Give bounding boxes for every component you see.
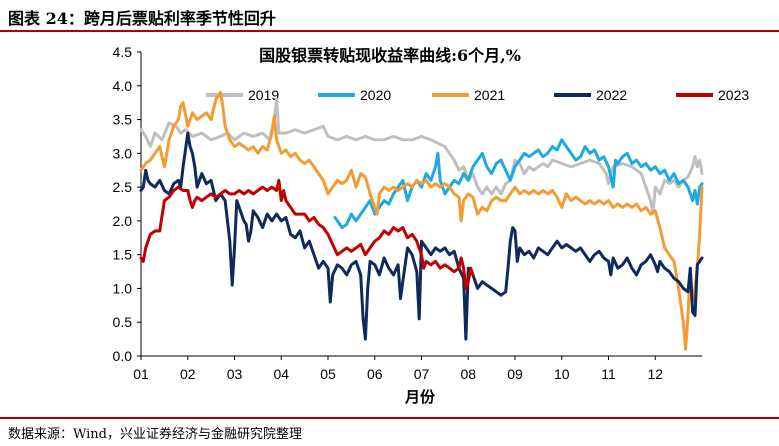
y-tick-label: 1.0 — [113, 280, 133, 296]
y-tick-label: 4.0 — [113, 78, 133, 94]
x-tick-label: 07 — [414, 366, 430, 382]
series-line-2022 — [139, 131, 704, 341]
y-tick-label: 1.5 — [113, 247, 133, 263]
x-tick-label: 12 — [647, 366, 663, 382]
figure-header: 图表 24：跨月后票贴利率季节性回升 — [0, 0, 779, 34]
x-tick-label: 08 — [460, 366, 476, 382]
series-line-2021 — [139, 91, 704, 351]
series-layer — [139, 91, 704, 351]
axes: 0.0 0.5 1.0 1.5 2.0 2.5 3.0 3.5 4.0 4.5 01 02 03 04 05… — [113, 44, 702, 382]
figure-source: 数据来源：Wind，兴业证券经济与金融研究院整理 — [8, 427, 302, 442]
legend-label-2021: 2021 — [474, 87, 505, 103]
chart-title: 国股银票转贴现收益率曲线:6个月,% — [259, 46, 521, 65]
footer-rule — [0, 417, 779, 419]
y-tick-label: 2.0 — [113, 213, 133, 229]
x-tick-label: 11 — [601, 366, 616, 382]
x-tick-label: 01 — [133, 366, 149, 382]
y-tick-label: 0.5 — [113, 314, 133, 330]
series-line-2023 — [139, 178, 475, 290]
line-chart: 国股银票转贴现收益率曲线:6个月,% 2019 2020 2021 2022 2023 … — [113, 44, 750, 406]
y-tick-label: 3.0 — [113, 145, 133, 161]
y-tick-label: 3.5 — [113, 112, 133, 128]
figure-title: 图表 24：跨月后票贴利率季节性回升 — [8, 9, 276, 28]
x-tick-label: 05 — [320, 366, 336, 382]
y-tick-label: 4.5 — [113, 44, 133, 60]
y-tick-label: 0.0 — [113, 348, 133, 364]
x-tick-label: 10 — [554, 366, 570, 382]
x-tick-label: 04 — [273, 366, 289, 382]
x-tick-label: 06 — [367, 366, 383, 382]
x-axis-title: 月份 — [404, 388, 436, 406]
legend-label-2019: 2019 — [248, 87, 279, 103]
legend-label-2020: 2020 — [360, 87, 391, 103]
x-tick-label: 09 — [507, 366, 523, 382]
x-tick-label: 03 — [227, 366, 243, 382]
legend-label-2023: 2023 — [718, 87, 749, 103]
x-tick-label: 02 — [180, 366, 196, 382]
y-tick-label: 2.5 — [113, 179, 133, 195]
legend: 2019 2020 2021 2022 2023 — [206, 87, 749, 103]
series-line-2020 — [333, 138, 704, 230]
legend-label-2022: 2022 — [596, 87, 627, 103]
header-rule — [0, 30, 779, 32]
